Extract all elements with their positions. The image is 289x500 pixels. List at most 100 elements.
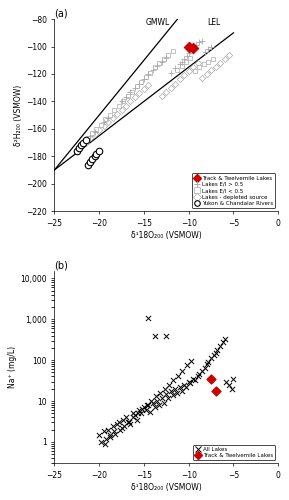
- Point: [116, 418, 121, 426]
- Point: [224, 378, 229, 386]
- Point: [94, 125, 99, 133]
- Point: [148, 68, 153, 76]
- Point: [175, 66, 179, 74]
- Y-axis label: Na⁺ (mg/L): Na⁺ (mg/L): [8, 346, 17, 389]
- Point: [188, 378, 193, 386]
- Point: [85, 160, 90, 168]
- Point: [157, 401, 162, 409]
- Point: [177, 76, 182, 84]
- Point: [197, 370, 202, 378]
- Point: [162, 384, 167, 392]
- Point: [76, 144, 81, 152]
- Point: [155, 397, 160, 405]
- Point: [173, 384, 177, 392]
- Point: [158, 388, 162, 396]
- Point: [139, 410, 144, 418]
- Point: [212, 352, 216, 360]
- Point: [206, 46, 211, 54]
- Point: [193, 376, 197, 384]
- Point: [168, 68, 173, 76]
- Point: [152, 63, 157, 71]
- Point: [195, 372, 200, 380]
- Point: [152, 332, 157, 340]
- Point: [191, 63, 195, 71]
- Point: [200, 37, 204, 45]
- Point: [131, 414, 136, 422]
- Point: [92, 128, 97, 136]
- Point: [164, 390, 168, 398]
- Point: [227, 380, 231, 388]
- Point: [203, 48, 207, 56]
- Point: [185, 52, 189, 60]
- Point: [108, 433, 112, 441]
- Point: [188, 54, 193, 62]
- Point: [182, 55, 186, 63]
- Point: [99, 438, 103, 446]
- Point: [229, 384, 234, 392]
- Point: [188, 46, 193, 54]
- X-axis label: δ¹18O₂₀₀ (VSMOW): δ¹18O₂₀₀ (VSMOW): [131, 482, 202, 492]
- Point: [151, 66, 155, 74]
- Point: [195, 59, 200, 67]
- Point: [134, 416, 139, 424]
- Point: [213, 386, 218, 394]
- Point: [101, 122, 106, 130]
- Point: [193, 67, 197, 75]
- Point: [200, 74, 204, 82]
- Point: [222, 335, 227, 343]
- Point: [209, 354, 213, 362]
- Point: [202, 60, 206, 68]
- Point: [197, 63, 202, 71]
- Point: [112, 106, 117, 114]
- Point: [79, 142, 84, 150]
- Point: [103, 116, 108, 124]
- Point: [115, 110, 119, 118]
- Point: [221, 338, 225, 346]
- Point: [124, 414, 128, 422]
- Point: [186, 50, 191, 58]
- Point: [148, 408, 153, 416]
- Text: (b): (b): [54, 260, 68, 270]
- Point: [137, 89, 142, 97]
- Point: [146, 314, 151, 322]
- Point: [94, 150, 99, 158]
- Point: [92, 130, 97, 138]
- Point: [92, 152, 97, 160]
- Y-axis label: δ²H₂₀₀ (VSMOW): δ²H₂₀₀ (VSMOW): [14, 84, 23, 146]
- Point: [133, 94, 137, 102]
- Point: [164, 332, 168, 340]
- Point: [146, 70, 151, 78]
- Point: [186, 378, 191, 386]
- Point: [160, 92, 164, 100]
- Point: [135, 410, 140, 418]
- Point: [194, 41, 198, 49]
- Point: [128, 98, 133, 106]
- Point: [81, 138, 85, 146]
- Legend: All Lakes, Track & Twelvemile Lakes: All Lakes, Track & Twelvemile Lakes: [193, 444, 275, 460]
- Point: [209, 375, 213, 383]
- Point: [173, 80, 177, 88]
- Point: [146, 81, 151, 89]
- Point: [152, 404, 157, 411]
- X-axis label: δ¹18O₂₀₀ (VSMOW): δ¹18O₂₀₀ (VSMOW): [131, 230, 202, 239]
- Point: [97, 126, 101, 134]
- Point: [144, 401, 149, 409]
- Point: [101, 118, 106, 126]
- Text: LEL: LEL: [207, 18, 221, 28]
- Point: [75, 147, 79, 155]
- Point: [213, 63, 218, 71]
- Point: [117, 426, 122, 434]
- Point: [177, 60, 182, 68]
- Point: [173, 64, 177, 72]
- Point: [166, 51, 171, 59]
- Point: [128, 420, 133, 428]
- Point: [142, 404, 146, 411]
- Point: [180, 366, 185, 374]
- Legend: Track & Twelvemile Lakes, Lakes E/I > 0.5, Lakes E/I < 0.5, Lakes - depleted sou: Track & Twelvemile Lakes, Lakes E/I > 0.…: [192, 174, 275, 208]
- Point: [108, 430, 112, 438]
- Point: [128, 88, 133, 96]
- Point: [142, 85, 146, 93]
- Point: [146, 401, 151, 409]
- Point: [166, 394, 171, 402]
- Point: [97, 430, 101, 438]
